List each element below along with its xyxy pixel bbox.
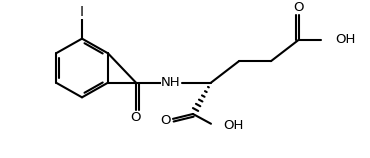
Text: O: O [131, 111, 141, 124]
Text: O: O [294, 1, 304, 14]
Text: OH: OH [223, 119, 243, 132]
Text: NH: NH [161, 76, 181, 89]
Text: OH: OH [335, 33, 355, 46]
Text: O: O [161, 114, 171, 127]
Text: I: I [80, 5, 84, 19]
